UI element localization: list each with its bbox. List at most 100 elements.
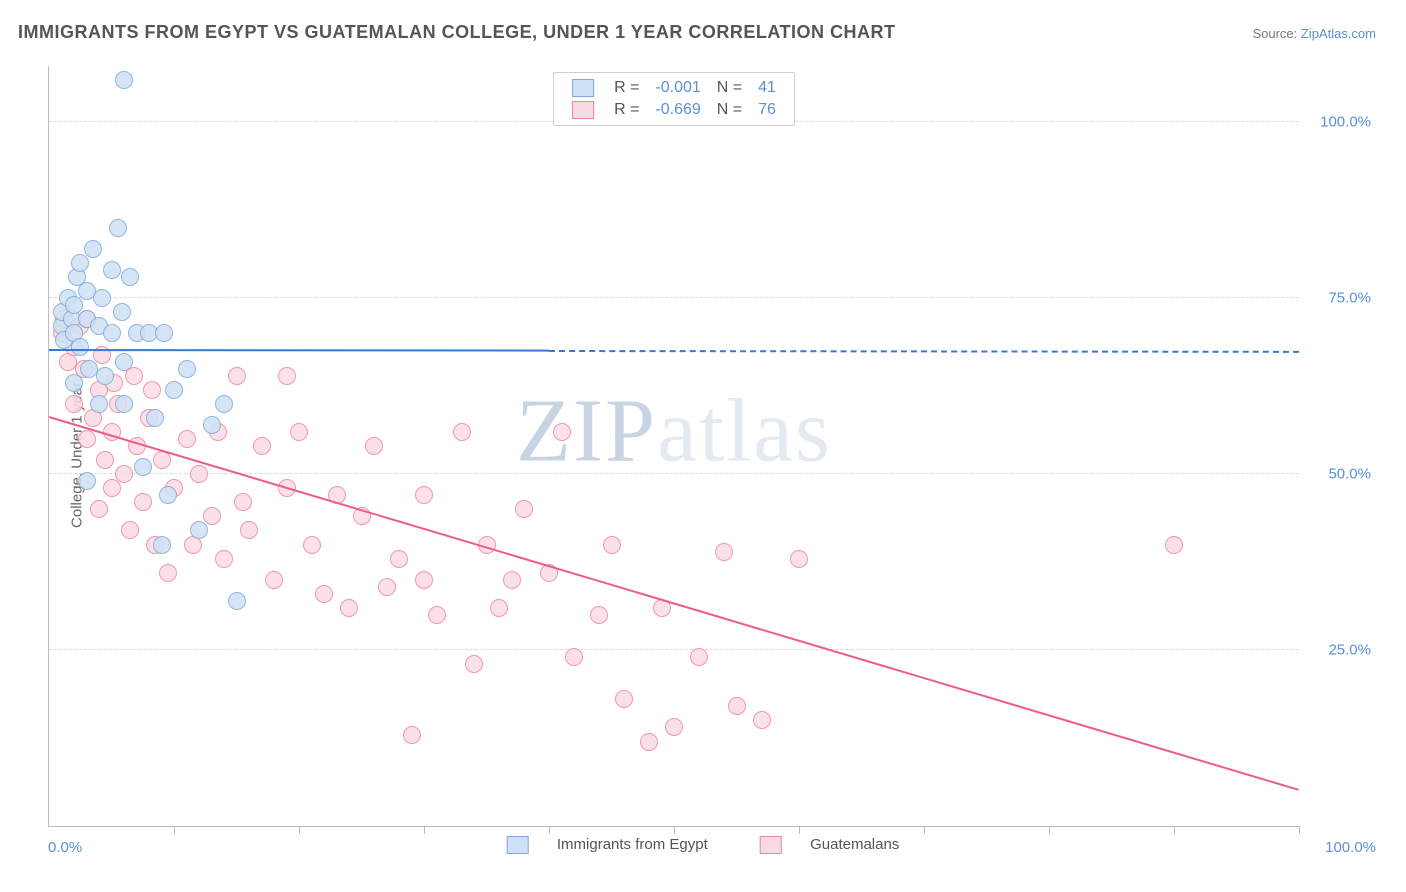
swatch-series-1 <box>572 101 594 119</box>
x-tick <box>924 826 925 834</box>
x-tick <box>799 826 800 834</box>
data-point <box>71 338 89 356</box>
y-tick-label: 50.0% <box>1311 466 1371 483</box>
series-1-label: Guatemalans <box>810 836 899 853</box>
data-point <box>340 599 358 617</box>
data-point <box>665 718 683 736</box>
swatch-series-0 <box>572 79 594 97</box>
data-point <box>790 550 808 568</box>
data-point <box>96 367 114 385</box>
x-tick <box>1299 826 1300 834</box>
data-point <box>78 472 96 490</box>
data-point <box>603 536 621 554</box>
data-point <box>553 423 571 441</box>
data-point <box>415 486 433 504</box>
x-axis-max-label: 100.0% <box>1325 839 1376 856</box>
series-0-label: Immigrants from Egypt <box>557 836 708 853</box>
data-point <box>503 571 521 589</box>
data-point <box>121 268 139 286</box>
y-tick-label: 25.0% <box>1311 642 1371 659</box>
data-point <box>315 585 333 603</box>
data-point <box>303 536 321 554</box>
data-point <box>103 324 121 342</box>
data-point <box>143 381 161 399</box>
series-legend: Immigrants from Egypt Guatemalans <box>483 836 924 854</box>
x-tick <box>674 826 675 834</box>
source-label: Source: <box>1252 26 1300 41</box>
gridline <box>49 649 1299 650</box>
data-point <box>278 367 296 385</box>
data-point <box>515 500 533 518</box>
data-point <box>84 240 102 258</box>
swatch-series-1-bottom <box>760 836 782 854</box>
data-point <box>90 500 108 518</box>
trend-line <box>49 349 549 352</box>
data-point <box>215 550 233 568</box>
plot-area: ZIPatlas R = -0.001 N = 41 R = -0.669 N … <box>48 66 1299 827</box>
watermark-part-b: atlas <box>657 381 832 480</box>
data-point <box>690 648 708 666</box>
data-point <box>378 578 396 596</box>
data-point <box>403 726 421 744</box>
data-point <box>115 395 133 413</box>
trend-line <box>549 350 1299 353</box>
data-point <box>203 507 221 525</box>
data-point <box>590 606 608 624</box>
data-point <box>365 437 383 455</box>
x-tick <box>299 826 300 834</box>
chart-title: IMMIGRANTS FROM EGYPT VS GUATEMALAN COLL… <box>18 22 896 43</box>
data-point <box>1165 536 1183 554</box>
data-point <box>178 360 196 378</box>
chart-container: College, Under 1 year ZIPatlas R = -0.00… <box>0 60 1406 850</box>
data-point <box>115 353 133 371</box>
legend-row-series-0: R = -0.001 N = 41 <box>564 77 784 99</box>
data-point <box>90 395 108 413</box>
data-point <box>565 648 583 666</box>
data-point <box>121 521 139 539</box>
data-point <box>113 303 131 321</box>
x-tick <box>1049 826 1050 834</box>
data-point <box>159 564 177 582</box>
legend-n-value-0: 41 <box>750 77 784 99</box>
x-tick <box>424 826 425 834</box>
data-point <box>228 367 246 385</box>
data-point <box>115 71 133 89</box>
data-point <box>178 430 196 448</box>
data-point <box>115 465 133 483</box>
data-point <box>71 254 89 272</box>
x-tick <box>549 826 550 834</box>
y-tick-label: 75.0% <box>1311 290 1371 307</box>
data-point <box>240 521 258 539</box>
data-point <box>753 711 771 729</box>
data-point <box>190 465 208 483</box>
data-point <box>78 430 96 448</box>
source-link[interactable]: ZipAtlas.com <box>1301 26 1376 41</box>
legend-n-label: N = <box>709 77 750 99</box>
x-tick <box>174 826 175 834</box>
swatch-series-0-bottom <box>507 836 529 854</box>
y-tick-label: 100.0% <box>1311 114 1371 131</box>
data-point <box>203 416 221 434</box>
data-point <box>93 289 111 307</box>
data-point <box>453 423 471 441</box>
data-point <box>103 261 121 279</box>
data-point <box>155 324 173 342</box>
data-point <box>415 571 433 589</box>
data-point <box>65 395 83 413</box>
legend-row-series-1: R = -0.669 N = 76 <box>564 99 784 121</box>
data-point <box>190 521 208 539</box>
data-point <box>153 536 171 554</box>
watermark-part-a: ZIP <box>516 381 657 480</box>
correlation-legend: R = -0.001 N = 41 R = -0.669 N = 76 <box>553 72 795 126</box>
data-point <box>615 690 633 708</box>
data-point <box>103 479 121 497</box>
legend-r-value-1: -0.669 <box>647 99 708 121</box>
x-axis-min-label: 0.0% <box>48 839 82 856</box>
data-point <box>253 437 271 455</box>
data-point <box>640 733 658 751</box>
data-point <box>228 592 246 610</box>
x-tick <box>1174 826 1175 834</box>
data-point <box>109 219 127 237</box>
data-point <box>134 458 152 476</box>
data-point <box>96 451 114 469</box>
